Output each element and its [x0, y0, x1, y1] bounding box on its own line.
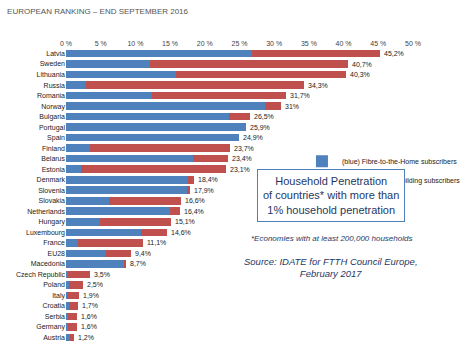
svg-text:Belarus: Belarus: [41, 155, 65, 162]
svg-text:11,1%: 11,1%: [147, 239, 166, 246]
svg-text:Croatia: Croatia: [42, 302, 65, 309]
svg-text:40 %: 40 %: [336, 40, 352, 47]
svg-text:1,6%: 1,6%: [81, 323, 97, 330]
svg-text:1,6%: 1,6%: [81, 313, 97, 320]
svg-text:8,7%: 8,7%: [130, 260, 146, 267]
svg-text:10 %: 10 %: [127, 40, 143, 47]
svg-text:1,9%: 1,9%: [83, 292, 99, 299]
svg-text:31,7%: 31,7%: [290, 92, 310, 99]
svg-text:*Economies with at least 200,0: *Economies with at least 200,000 househo…: [251, 234, 412, 243]
svg-text:26,5%: 26,5%: [254, 113, 274, 120]
svg-text:0 %: 0 %: [60, 40, 72, 47]
svg-text:23,4%: 23,4%: [232, 155, 252, 162]
svg-text:Finland: Finland: [42, 145, 65, 152]
svg-text:45 %: 45 %: [370, 40, 386, 47]
svg-text:50 %: 50 %: [405, 40, 421, 47]
svg-text:3,5%: 3,5%: [94, 271, 110, 278]
svg-text:Germany: Germany: [36, 323, 65, 331]
svg-text:9,4%: 9,4%: [135, 250, 151, 257]
svg-text:Austria: Austria: [43, 334, 65, 341]
svg-text:(blue) Fibre-to-the-Home subsc: (blue) Fibre-to-the-Home subscribers: [342, 158, 457, 166]
svg-text:16,6%: 16,6%: [185, 197, 205, 204]
svg-text:25 %: 25 %: [232, 40, 248, 47]
svg-text:Latvia: Latvia: [46, 50, 65, 57]
svg-text:14,6%: 14,6%: [171, 229, 191, 236]
svg-text:EUROPEAN RANKING – END SEPTEMB: EUROPEAN RANKING – END SEPTEMBER 2016: [7, 7, 188, 16]
svg-text:Italy: Italy: [52, 292, 65, 300]
svg-text:35 %: 35 %: [301, 40, 317, 47]
svg-text:25,9%: 25,9%: [250, 124, 270, 131]
svg-text:2,5%: 2,5%: [87, 281, 103, 288]
svg-text:5 %: 5 %: [95, 40, 107, 47]
svg-text:Estonia: Estonia: [42, 166, 65, 173]
svg-text:40,3%: 40,3%: [350, 71, 370, 78]
svg-text:Poland: Poland: [43, 281, 65, 288]
svg-text:Source: IDATE for FTTH Council: Source: IDATE for FTTH Council Europe,Fe…: [244, 256, 418, 279]
svg-text:Sweden: Sweden: [40, 60, 65, 67]
svg-text:Lithuania: Lithuania: [37, 71, 66, 78]
svg-text:Romania: Romania: [37, 92, 65, 99]
svg-text:Spain: Spain: [47, 134, 65, 142]
svg-text:Russia: Russia: [44, 82, 66, 89]
svg-text:Norway: Norway: [41, 103, 65, 111]
svg-text:Serbia: Serbia: [45, 313, 65, 320]
svg-text:40,7%: 40,7%: [352, 61, 372, 68]
svg-text:18,4%: 18,4%: [198, 176, 218, 183]
svg-text:(red) Fibre-to-the-Building su: (red) Fibre-to-the-Building subscribers: [342, 177, 460, 185]
svg-text:Portugal: Portugal: [39, 124, 66, 132]
svg-text:20 %: 20 %: [197, 40, 213, 47]
svg-text:23,7%: 23,7%: [234, 145, 254, 152]
svg-text:23,1%: 23,1%: [230, 166, 250, 173]
svg-text:34,3%: 34,3%: [308, 82, 328, 89]
svg-text:Macedonia: Macedonia: [31, 260, 65, 267]
svg-text:24,9%: 24,9%: [243, 134, 263, 141]
svg-text:Slovakia: Slovakia: [39, 197, 66, 204]
svg-text:Slovenia: Slovenia: [38, 187, 65, 194]
svg-text:Netherlands: Netherlands: [27, 208, 65, 215]
svg-text:Denmark: Denmark: [37, 176, 66, 183]
svg-text:Czech Republic: Czech Republic: [16, 271, 66, 279]
svg-text:1,7%: 1,7%: [82, 302, 98, 309]
svg-text:30 %: 30 %: [266, 40, 282, 47]
svg-text:45,2%: 45,2%: [384, 50, 404, 57]
svg-text:15 %: 15 %: [162, 40, 178, 47]
svg-text:31%: 31%: [285, 103, 299, 110]
svg-text:1,2%: 1,2%: [78, 334, 94, 341]
svg-text:15,1%: 15,1%: [175, 218, 195, 225]
svg-text:16,4%: 16,4%: [184, 208, 204, 215]
svg-text:Household Penetrationof countr: Household Penetrationof countries* with …: [263, 175, 399, 216]
svg-text:Hungary: Hungary: [39, 218, 66, 226]
svg-text:Bulgaria: Bulgaria: [39, 113, 65, 121]
svg-text:Luxembourg: Luxembourg: [26, 229, 65, 237]
svg-text:17,9%: 17,9%: [194, 187, 214, 194]
svg-text:France: France: [43, 239, 65, 246]
svg-text:EU28: EU28: [47, 250, 65, 257]
